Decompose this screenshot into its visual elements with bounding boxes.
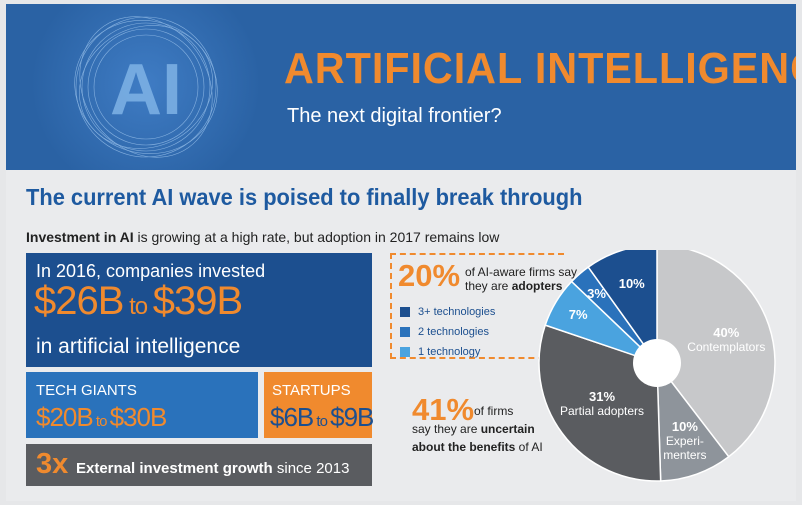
page-subtitle: The next digital frontier?: [287, 105, 502, 127]
uncertain-percent: 41%: [412, 392, 475, 427]
investment-range: $26B to $39B: [34, 279, 243, 323]
pie-slice-label: 7%: [568, 307, 588, 323]
tech-giants-box: TECH GIANTS $20B to $30B: [26, 372, 258, 438]
header-banner: AI ARTIFICIAL INTELLIGENCE The next digi…: [6, 4, 796, 170]
pie-slice: [587, 250, 658, 366]
startups-range: $6B to $9B: [270, 402, 374, 432]
adoption-pie-chart: [538, 250, 776, 482]
startups-box: STARTUPS $6B to $9B: [264, 372, 374, 438]
growth-box: 3x External investment growth since 2013: [26, 444, 372, 486]
pie-slice-label: 3%: [587, 285, 606, 301]
pie-slice-label: 31% Partial adopters: [560, 388, 645, 418]
legend-item: 3+ technologies: [400, 302, 495, 322]
growth-text: External investment growth since 2013: [76, 460, 350, 477]
investment-box: In 2016, companies invested $26B to $39B…: [26, 253, 372, 367]
adopters-callout: [390, 253, 564, 359]
svg-text:AI: AI: [110, 50, 182, 130]
uncertain-text: of firms say they are uncertain about th…: [412, 404, 543, 454]
investment-line1: In 2016, companies invested: [36, 261, 266, 281]
investment-line3: in artificial intelligence: [36, 335, 241, 358]
adopters-text: of AI-aware firms say they are adopters: [465, 265, 578, 293]
pie-center-hole: [633, 339, 681, 387]
pie-slice: [656, 360, 730, 482]
pie-slice: [538, 324, 662, 482]
adopters-percent: 20%: [398, 258, 461, 293]
tech-giants-range: $20B to $30B: [36, 402, 167, 432]
growth-multiple: 3x: [36, 448, 69, 480]
pie-slice: [656, 250, 776, 458]
section-headline: The current AI wave is poised to finally…: [26, 184, 583, 210]
tech-giants-label: TECH GIANTS: [36, 382, 137, 399]
pie-slice-label: 40% Contemplators: [687, 324, 766, 354]
ai-circuit-logo: AI: [74, 16, 218, 158]
pie-slice-label: 10%: [618, 276, 645, 292]
startups-label: STARTUPS: [272, 382, 351, 399]
legend-item: 1 technology: [400, 342, 495, 362]
pie-slice-label: 10% Experi- menters: [663, 418, 707, 462]
intro-text: Investment in AI is growing at a high ra…: [26, 229, 500, 245]
chart-legend: 3+ technologies 2 technologies 1 technol…: [400, 302, 495, 362]
legend-item: 2 technologies: [400, 322, 495, 342]
page-title: ARTIFICIAL INTELLIGENCE: [284, 44, 796, 93]
